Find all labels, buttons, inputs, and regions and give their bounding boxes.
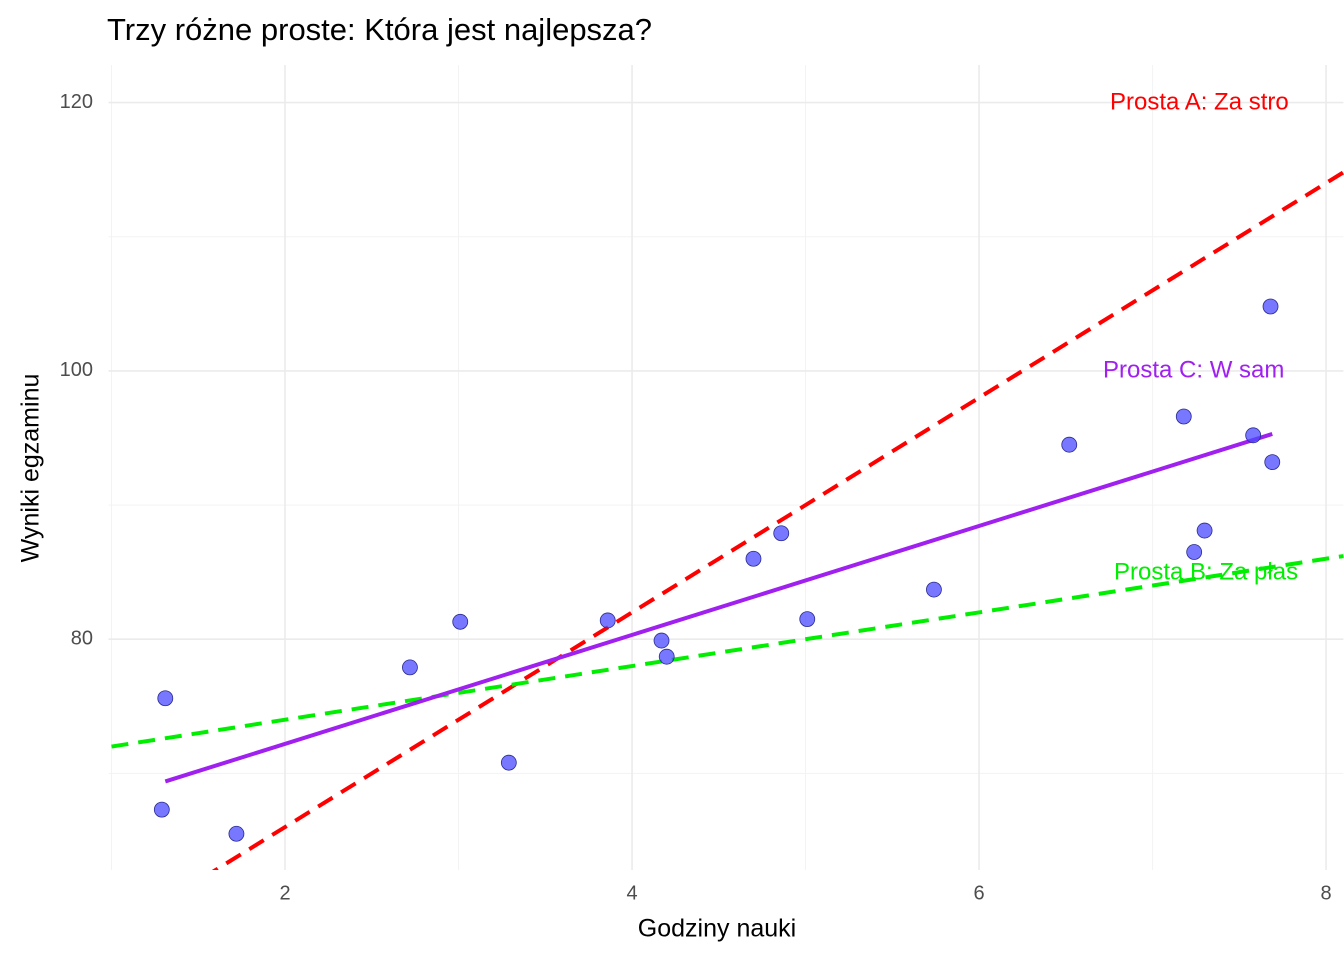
data-point <box>153 801 170 818</box>
y-tick-label: 80 <box>71 628 93 650</box>
chart-title: Trzy różne proste: Która jest najlepsza? <box>107 12 652 47</box>
data-point <box>658 648 675 665</box>
data-point <box>500 754 517 771</box>
fit-line <box>211 170 1344 870</box>
y-tick-label: 120 <box>60 91 93 113</box>
data-point <box>452 613 469 630</box>
x-tick-label: 6 <box>973 882 984 904</box>
x-tick-label: 4 <box>626 882 637 904</box>
data-point <box>1196 522 1213 539</box>
fit-line <box>164 432 1273 784</box>
data-point <box>773 525 790 542</box>
data-point <box>1175 408 1192 425</box>
data-point <box>599 612 616 629</box>
line-annotation: Prosta B: Za płas <box>1114 558 1298 585</box>
y-tick-label: 100 <box>60 359 93 381</box>
data-point <box>1245 427 1262 444</box>
data-point <box>745 550 762 567</box>
x-axis-title: Godziny nauki <box>638 915 796 943</box>
line-annotation: Prosta C: W sam <box>1103 356 1284 383</box>
data-point <box>1186 544 1203 560</box>
data-point <box>653 632 670 649</box>
grid <box>108 65 1344 870</box>
data-point <box>402 659 418 676</box>
data-point <box>799 611 816 628</box>
x-tick-label: 8 <box>1320 882 1331 904</box>
x-tick-label: 2 <box>279 882 290 904</box>
data-point <box>228 825 245 842</box>
data-point <box>157 690 174 707</box>
plot-area <box>111 170 1344 870</box>
fit-line <box>111 554 1344 749</box>
data-point <box>1264 454 1281 471</box>
data-point <box>926 581 942 598</box>
data-point <box>1262 298 1279 315</box>
y-axis-title: Wyniki egzaminu <box>17 374 45 563</box>
line-annotation: Prosta A: Za stro <box>1110 88 1289 115</box>
data-point <box>1061 436 1078 453</box>
